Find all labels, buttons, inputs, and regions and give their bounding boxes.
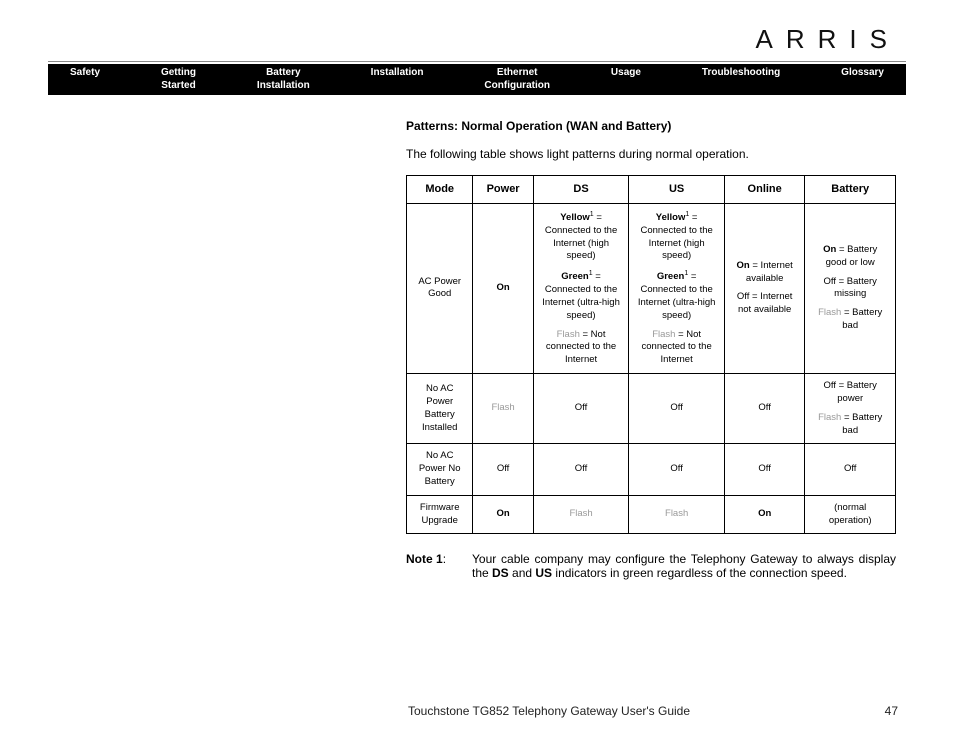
note-body: Your cable company may configure the Tel… bbox=[472, 552, 896, 580]
nav-safety[interactable]: Safety bbox=[70, 67, 100, 92]
note-label: Note 1: bbox=[406, 552, 472, 580]
brand-logo: ARRIS bbox=[48, 24, 906, 55]
cell-mode: Firmware Upgrade bbox=[407, 495, 473, 534]
table-row: No AC Power No Battery Off Off Off Off O… bbox=[407, 444, 896, 495]
cell-ds: Off bbox=[533, 444, 629, 495]
cell-mode: No AC Power Battery Installed bbox=[407, 374, 473, 444]
cell-battery: Off bbox=[805, 444, 896, 495]
cell-online: On bbox=[724, 495, 804, 534]
note-1: Note 1: Your cable company may configure… bbox=[406, 552, 896, 580]
cell-battery: On = Battery good or lowOff = Battery mi… bbox=[805, 203, 896, 373]
cell-online: Off bbox=[724, 374, 804, 444]
col-us: US bbox=[629, 176, 725, 204]
table-row: AC Power Good On Yellow1 = Connected to … bbox=[407, 203, 896, 373]
cell-us: Off bbox=[629, 374, 725, 444]
col-mode: Mode bbox=[407, 176, 473, 204]
cell-ds: Off bbox=[533, 374, 629, 444]
nav-bar: Safety Getting Started Battery Installat… bbox=[48, 64, 906, 95]
nav-troubleshooting[interactable]: Troubleshooting bbox=[702, 67, 780, 92]
nav-usage[interactable]: Usage bbox=[611, 67, 641, 92]
page-footer: Touchstone TG852 Telephony Gateway User'… bbox=[0, 704, 954, 718]
col-online: Online bbox=[724, 176, 804, 204]
cell-ds: Yellow1 = Connected to the Internet (hig… bbox=[533, 203, 629, 373]
table-row: No AC Power Battery Installed Flash Off … bbox=[407, 374, 896, 444]
nav-getting-started[interactable]: Getting Started bbox=[161, 67, 196, 92]
nav-installation[interactable]: Installation bbox=[371, 67, 424, 92]
cell-power: Off bbox=[473, 444, 533, 495]
cell-battery: (normal operation) bbox=[805, 495, 896, 534]
section-title: Patterns: Normal Operation (WAN and Batt… bbox=[406, 119, 896, 133]
cell-online: On = Internet availableOff = Internet no… bbox=[724, 203, 804, 373]
cell-mode: No AC Power No Battery bbox=[407, 444, 473, 495]
col-power: Power bbox=[473, 176, 533, 204]
footer-doc-title: Touchstone TG852 Telephony Gateway User'… bbox=[408, 704, 690, 718]
table-header-row: Mode Power DS US Online Battery bbox=[407, 176, 896, 204]
cell-us: Yellow1 = Connected to the Internet (hig… bbox=[629, 203, 725, 373]
col-battery: Battery bbox=[805, 176, 896, 204]
cell-us: Flash bbox=[629, 495, 725, 534]
nav-ethernet-config[interactable]: Ethernet Configuration bbox=[484, 67, 550, 92]
cell-power: On bbox=[473, 495, 533, 534]
cell-power: Flash bbox=[473, 374, 533, 444]
nav-glossary[interactable]: Glossary bbox=[841, 67, 884, 92]
cell-ds: Flash bbox=[533, 495, 629, 534]
footer-page-number: 47 bbox=[885, 704, 898, 718]
cell-mode: AC Power Good bbox=[407, 203, 473, 373]
cell-online: Off bbox=[724, 444, 804, 495]
cell-power: On bbox=[473, 203, 533, 373]
cell-battery: Off = Battery powerFlash = Battery bad bbox=[805, 374, 896, 444]
nav-battery-install[interactable]: Battery Installation bbox=[257, 67, 310, 92]
intro-text: The following table shows light patterns… bbox=[406, 147, 896, 161]
table-row: Firmware Upgrade On Flash Flash On (norm… bbox=[407, 495, 896, 534]
cell-us: Off bbox=[629, 444, 725, 495]
top-rule bbox=[48, 61, 906, 62]
col-ds: DS bbox=[533, 176, 629, 204]
patterns-table: Mode Power DS US Online Battery AC Power… bbox=[406, 175, 896, 534]
